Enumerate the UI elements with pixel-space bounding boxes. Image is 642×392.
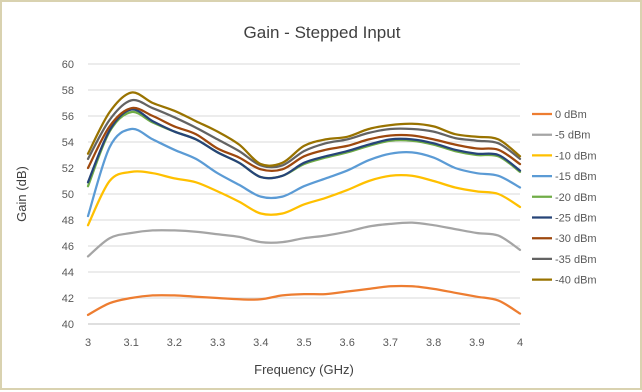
legend: 0 dBm -5 dBm -10 dBm -15 dBm -20 dBm -25 dBm -… bbox=[532, 109, 597, 287]
legend-label: -20 dBm bbox=[555, 192, 597, 204]
x-axis-ticks: 3 3.1 3.2 3.3 3.4 3.5 3.6 3.7 3.8 3.9 4 bbox=[85, 337, 523, 349]
legend-label: -15 dBm bbox=[555, 171, 597, 183]
y-tick-label: 48 bbox=[62, 215, 74, 227]
series-line bbox=[86, 91, 522, 167]
x-tick-label: 3 bbox=[85, 337, 91, 349]
x-tick-label: 3.4 bbox=[253, 337, 268, 349]
y-axis-title: Gain (dB) bbox=[14, 166, 29, 222]
x-tick-label: 3.8 bbox=[426, 337, 441, 349]
y-tick-label: 44 bbox=[62, 267, 74, 279]
x-tick-label: 3.1 bbox=[124, 337, 139, 349]
x-tick-label: 3.2 bbox=[167, 337, 182, 349]
x-tick-label: 3.3 bbox=[210, 337, 225, 349]
x-tick-label: 3.7 bbox=[383, 337, 398, 349]
gridlines bbox=[88, 63, 520, 299]
y-tick-label: 58 bbox=[62, 85, 74, 97]
y-tick-label: 42 bbox=[62, 293, 74, 305]
series-line bbox=[86, 108, 522, 184]
legend-label: -10 dBm bbox=[555, 150, 597, 162]
series-line bbox=[86, 170, 522, 227]
chart-title: Gain - Stepped Input bbox=[244, 23, 401, 42]
series-line bbox=[86, 127, 522, 218]
series-line bbox=[86, 106, 522, 172]
y-tick-label: 46 bbox=[62, 241, 74, 253]
x-axis-title: Frequency (GHz) bbox=[254, 362, 354, 377]
legend-label: 0 dBm bbox=[555, 109, 587, 121]
y-tick-label: 40 bbox=[62, 319, 74, 331]
legend-label: -35 dBm bbox=[555, 254, 597, 266]
y-tick-label: 54 bbox=[62, 137, 74, 149]
y-tick-label: 50 bbox=[62, 189, 74, 201]
legend-label: -5 dBm bbox=[555, 130, 590, 142]
x-tick-label: 3.9 bbox=[469, 337, 484, 349]
y-tick-label: 52 bbox=[62, 163, 74, 175]
x-tick-label: 3.5 bbox=[296, 337, 311, 349]
series-lines bbox=[86, 91, 522, 317]
series-line bbox=[86, 284, 522, 317]
legend-label: -25 dBm bbox=[555, 213, 597, 225]
y-tick-label: 60 bbox=[62, 59, 74, 71]
legend-label: -30 dBm bbox=[555, 233, 597, 245]
series-line bbox=[86, 221, 522, 258]
x-tick-label: 4 bbox=[517, 337, 523, 349]
y-tick-label: 56 bbox=[62, 111, 74, 123]
legend-label: -40 dBm bbox=[555, 275, 597, 287]
y-axis-ticks: 40 42 44 46 48 50 52 54 56 58 60 bbox=[62, 59, 74, 331]
x-tick-label: 3.6 bbox=[340, 337, 355, 349]
series-line bbox=[86, 98, 522, 169]
